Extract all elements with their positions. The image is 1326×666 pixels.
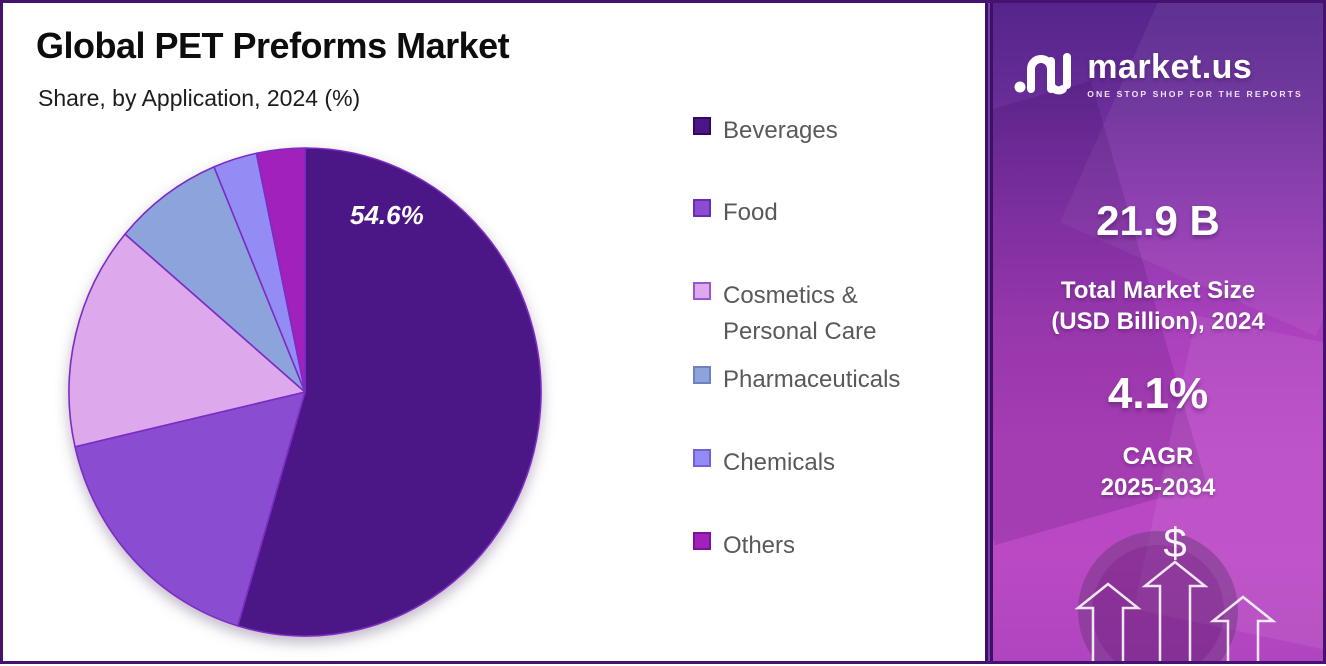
legend-item-beverages: Beverages xyxy=(693,113,943,149)
legend-item-pharmaceuticals: Pharmaceuticals xyxy=(693,362,943,398)
legend-label: Pharmaceuticals xyxy=(723,366,901,393)
total-market-size-value: 21.9 B xyxy=(1096,197,1220,244)
legend-item-cosmetics-personal-care: Cosmetics & Personal Care xyxy=(693,278,943,350)
page-subtitle: Share, by Application, 2024 (%) xyxy=(38,85,361,111)
brand-logo: market.us ONE STOP SHOP FOR THE REPORTS xyxy=(993,45,1323,101)
total-market-size-label: Total Market Size (USD Billion), 2024 xyxy=(1051,277,1265,336)
market-us-logo-icon xyxy=(1014,53,1072,95)
dollar-icon: $ xyxy=(1163,519,1187,566)
legend-item-food: Food xyxy=(693,195,943,231)
legend-label: Beverages xyxy=(723,117,838,144)
page-title: Global PET Preforms Market xyxy=(36,25,510,66)
brand-tagline: ONE STOP SHOP FOR THE REPORTS xyxy=(1087,88,1303,99)
brand-sidebar: market.us ONE STOP SHOP FOR THE REPORTS … xyxy=(993,3,1323,661)
brand-name: market.us xyxy=(1087,47,1253,86)
legend-swatch-cosmetics xyxy=(693,282,711,300)
legend-label: Cosmetics & Personal Care xyxy=(723,282,877,345)
legend-label: Food xyxy=(723,199,778,226)
legend-item-chemicals: Chemicals xyxy=(693,445,943,481)
legend-swatch-food xyxy=(693,199,711,217)
cagr-label: CAGR 2025-2034 xyxy=(1100,443,1216,502)
legend-swatch-beverages xyxy=(693,117,711,135)
cagr-value: 4.1% xyxy=(1107,369,1209,418)
legend-item-others: Others xyxy=(693,528,943,564)
legend-label: Others xyxy=(723,532,796,559)
pie-chart xyxy=(3,3,985,661)
legend-label: Chemicals xyxy=(723,449,836,476)
legend-swatch-pharmaceuticals xyxy=(693,366,711,384)
growth-arrows-icon xyxy=(1074,560,1277,661)
chart-panel: Global PET Preforms Market Share, by App… xyxy=(3,3,985,661)
panel-divider xyxy=(985,3,993,661)
legend-swatch-chemicals xyxy=(693,449,711,467)
pie-data-label: 54.6% xyxy=(350,200,424,230)
legend-swatch-others xyxy=(693,532,711,550)
